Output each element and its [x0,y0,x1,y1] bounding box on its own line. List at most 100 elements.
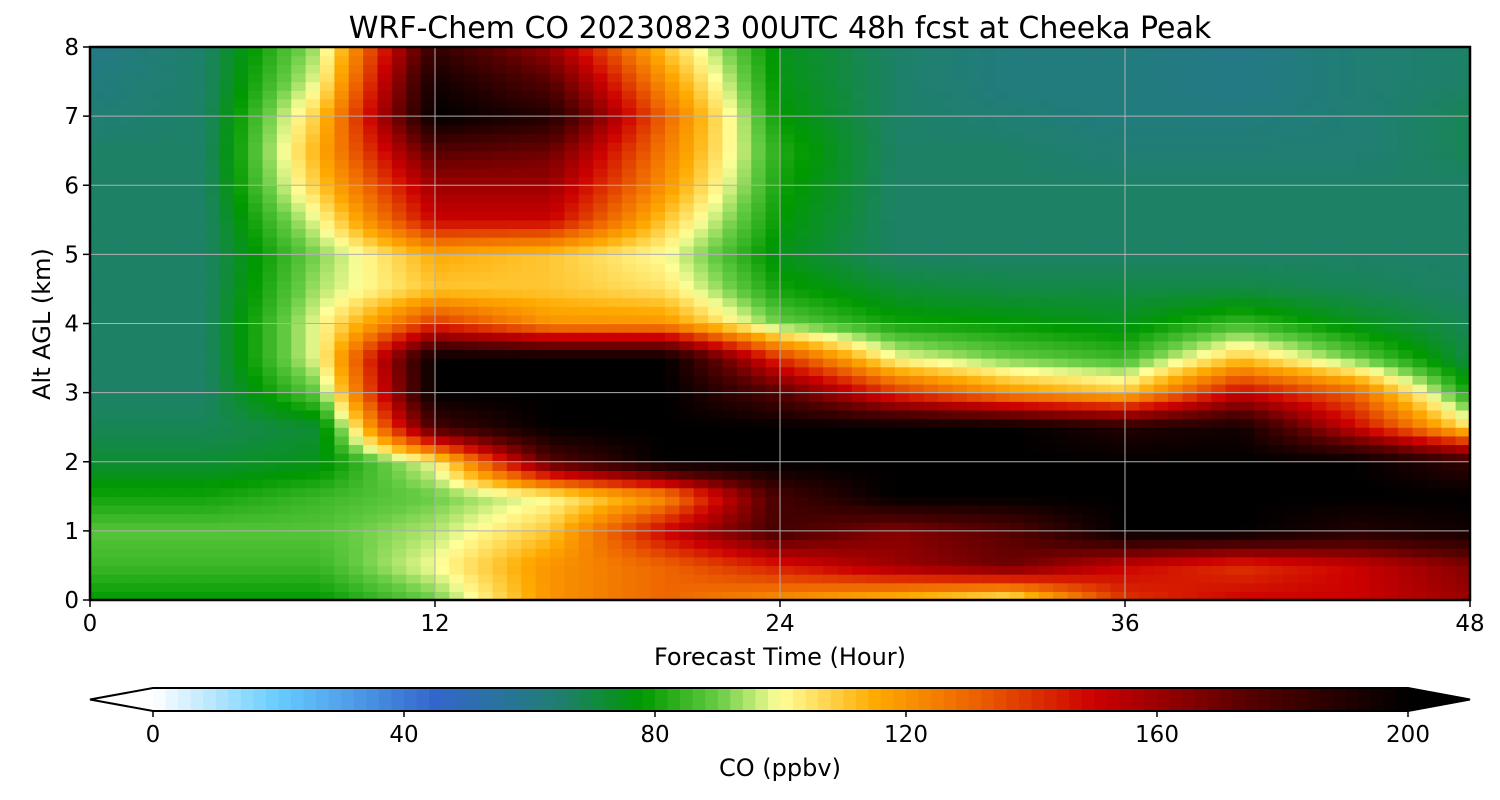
heatmap-cell [1024,496,1040,506]
heatmap-cell [276,453,292,463]
heatmap-cell [1010,513,1025,523]
heatmap-cell [550,288,565,299]
heatmap-cell [966,167,982,178]
heatmap-cell [808,539,824,549]
heatmap-cell [550,349,565,359]
heatmap-cell [1383,193,1399,204]
heatmap-cell [952,548,968,558]
heatmap-cell [334,556,350,567]
heatmap-cell [406,245,422,255]
heatmap-cell [1168,254,1184,264]
heatmap-cell [1297,392,1313,402]
heatmap-cell [276,375,292,385]
heatmap-cell [564,574,580,584]
heatmap-cell [1369,470,1385,480]
heatmap-cell [291,280,307,290]
heatmap-cell [736,435,752,446]
heatmap-cell [1355,556,1370,567]
heatmap-cell [1225,418,1241,428]
heatmap-cell [607,401,623,411]
heatmap-cell [291,193,307,204]
heatmap-cell [262,401,278,411]
heatmap-cell [176,228,192,238]
heatmap-cell [1110,591,1126,600]
heatmap-cell [693,392,709,402]
heatmap-cell [866,444,882,454]
heatmap-cell [751,202,767,212]
heatmap-cell [909,530,925,541]
heatmap-cell [794,314,810,325]
heatmap-cell [679,254,695,264]
heatmap-cell [923,237,939,247]
heatmap-cell [420,202,436,212]
heatmap-cell [118,574,134,584]
heatmap-cell [506,288,522,299]
heatmap-cell [449,565,465,575]
heatmap-cell [1168,366,1184,376]
heatmap-cell [981,504,997,515]
heatmap-cell [190,219,206,230]
heatmap-cell [880,237,896,247]
heatmap-cell [938,245,954,255]
heatmap-cell [176,176,192,186]
heatmap-cell [1225,211,1241,221]
heatmap-cell [391,513,407,523]
heatmap-cell [995,288,1011,299]
heatmap-cell [1355,530,1370,541]
heatmap-cell [506,591,522,600]
heatmap-cell [1441,401,1457,411]
heatmap-cell [1225,332,1241,342]
heatmap-cell [995,418,1011,428]
heatmap-cell [291,159,307,169]
heatmap-cell [866,548,882,558]
heatmap-cell [578,548,594,558]
heatmap-cell [578,280,594,290]
heatmap-cell [320,470,335,480]
heatmap-cell [205,409,220,420]
heatmap-cell [205,297,220,307]
heatmap-cell [1254,358,1270,368]
heatmap-cell [90,332,105,342]
heatmap-cell [90,142,105,152]
heatmap-cell [895,167,910,178]
heatmap-cell [219,418,235,428]
heatmap-cell [1125,574,1140,584]
heatmap-cell [219,548,235,558]
heatmap-cell [133,539,149,549]
heatmap-cell [823,167,839,178]
heatmap-cell [1340,314,1356,325]
heatmap-cell [535,548,551,558]
heatmap-cell [952,530,968,541]
heatmap-cell [895,288,910,299]
heatmap-cell [291,522,307,532]
heatmap-cell [1038,444,1054,454]
heatmap-cell [1024,219,1040,230]
heatmap-cell [406,211,422,221]
heatmap-cell [952,582,968,592]
heatmap-cell [722,193,738,204]
heatmap-cell [219,219,235,230]
heatmap-cell [1283,314,1299,325]
heatmap-cell [808,271,824,281]
heatmap-cell [923,193,939,204]
heatmap-cell [521,427,537,437]
heatmap-cell [621,375,637,385]
heatmap-cell [823,401,839,411]
heatmap-cell [851,582,867,592]
heatmap-cell [1168,470,1184,480]
heatmap-cell [1153,504,1169,515]
heatmap-cell [679,453,695,463]
heatmap-cell [492,548,508,558]
heatmap-cell [751,340,767,351]
heatmap-cell [521,237,537,247]
heatmap-cell [1283,159,1299,169]
heatmap-cell [938,323,954,333]
heatmap-cell [492,167,508,178]
heatmap-cell [679,444,695,454]
heatmap-cell [995,219,1011,230]
heatmap-cell [1311,530,1327,541]
heatmap-cell [1067,591,1083,600]
heatmap-cell [478,435,494,446]
heatmap-cell [1125,297,1140,307]
heatmap-cell [320,185,335,195]
